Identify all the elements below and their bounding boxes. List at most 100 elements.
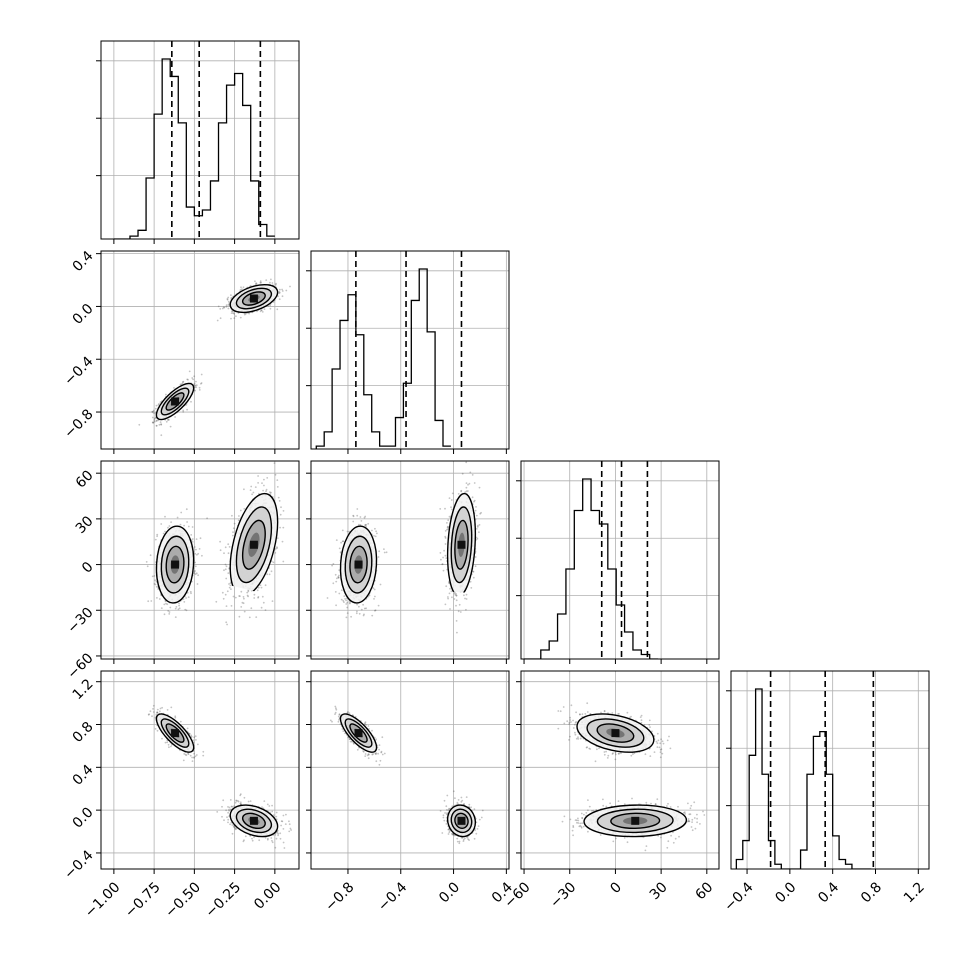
scatter-point (173, 387, 175, 389)
scatter-point (247, 590, 250, 593)
scatter-point (232, 534, 234, 537)
scatter-point (217, 305, 220, 308)
scatter-point (151, 416, 154, 419)
scatter-point (340, 541, 342, 544)
scatter-point (253, 593, 256, 596)
scatter-point (224, 563, 227, 566)
scatter-point (443, 549, 445, 552)
panel-1-2 (306, 460, 510, 664)
panel-frame (100, 250, 300, 450)
scatter-point (191, 541, 194, 543)
scatter-point (185, 508, 188, 511)
scatter-point (194, 573, 197, 576)
scatter-point (455, 599, 458, 602)
scatter-point (252, 491, 255, 494)
scatter-point (346, 612, 349, 614)
scatter-point (169, 425, 172, 428)
scatter-point (260, 606, 263, 609)
scatter-point (194, 389, 196, 392)
scatter-point (338, 574, 340, 577)
scatter-point (226, 298, 229, 300)
scatter-point (259, 281, 262, 284)
scatter-point (383, 551, 386, 554)
scatter-point (348, 602, 351, 605)
scatter-point (263, 308, 266, 310)
scatter-point (249, 489, 252, 491)
scatter-point (450, 506, 452, 509)
grid (101, 251, 299, 449)
scatter-point (274, 283, 277, 286)
scatter-point (155, 424, 158, 427)
scatter-point (345, 616, 348, 619)
scatter-point (226, 623, 229, 626)
scatter-point (167, 526, 169, 529)
scatter-point (238, 615, 241, 618)
scatter-point (371, 614, 374, 617)
scatter-point (362, 603, 364, 606)
scatter-point (155, 420, 158, 422)
scatter-point (358, 523, 360, 526)
scatter-point (187, 596, 190, 598)
scatter-point (359, 516, 362, 518)
scatter-point (160, 523, 163, 525)
scatter-point (471, 474, 474, 476)
scatter-point (281, 290, 284, 292)
scatter-point (219, 549, 222, 552)
scatter-point (153, 575, 156, 577)
scatter-point (197, 574, 200, 577)
scatter-point (231, 514, 233, 517)
panel-frame (100, 40, 300, 240)
scatter-point (260, 281, 262, 284)
panel-frame (100, 460, 300, 660)
scatter-point (261, 595, 264, 598)
scatter-point (182, 411, 185, 413)
scatter-point (150, 600, 153, 602)
scatter-point (345, 603, 348, 605)
scatter-point (473, 499, 476, 502)
scatter-point (230, 294, 232, 296)
panel-1-1 (306, 250, 510, 454)
scatter-point (358, 612, 361, 615)
scatter-point (448, 582, 450, 584)
scatter-point (201, 554, 203, 557)
scatter-point (374, 527, 376, 530)
scatter-point (441, 563, 444, 566)
scatter-point (276, 308, 279, 311)
scatter-point (225, 304, 228, 307)
scatter-point (269, 491, 271, 494)
scatter-point (465, 482, 468, 484)
scatter-point (196, 553, 198, 556)
scatter-point (227, 307, 230, 310)
scatter-point (152, 409, 155, 412)
scatter-point (182, 409, 185, 412)
scatter-point (254, 280, 256, 283)
scatter-point (198, 386, 201, 389)
scatter-point (195, 384, 198, 386)
scatter-point (352, 515, 355, 518)
scatter-point (359, 524, 362, 526)
scatter-point (154, 538, 157, 541)
scatter-point (449, 608, 451, 610)
scatter-point (155, 585, 158, 588)
scatter-point (183, 524, 186, 527)
scatter-point (260, 309, 263, 312)
scatter-point (341, 540, 344, 543)
scatter-point (227, 552, 230, 555)
scatter-point (334, 573, 337, 576)
scatter-point (246, 594, 249, 597)
scatter-point (174, 607, 177, 610)
scatter-point (262, 601, 265, 604)
scatter-point (279, 526, 281, 529)
scatter-point (243, 313, 246, 316)
scatter-point (160, 607, 163, 609)
scatter-point (350, 615, 352, 618)
scatter-point (224, 593, 227, 596)
scatter-point (180, 511, 183, 514)
scatter-point (472, 576, 475, 579)
scatter-point (138, 423, 141, 426)
scatter-point (474, 509, 477, 512)
scatter-point (194, 561, 197, 564)
scatter-point (238, 595, 241, 597)
scatter-point (229, 584, 232, 587)
scatter-point (255, 282, 257, 284)
